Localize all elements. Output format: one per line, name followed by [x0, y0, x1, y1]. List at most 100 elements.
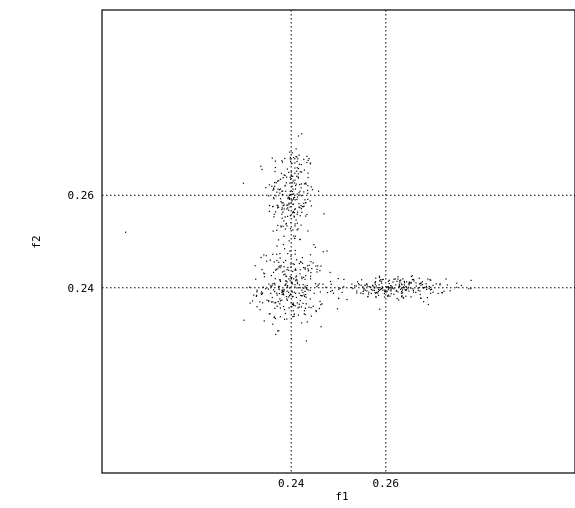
- data-point: [299, 190, 301, 192]
- data-point: [281, 202, 283, 204]
- data-point: [294, 284, 296, 286]
- data-point: [369, 286, 371, 288]
- data-point: [304, 307, 307, 309]
- data-point: [380, 280, 382, 283]
- data-point: [376, 287, 378, 289]
- data-point: [255, 278, 257, 280]
- data-point: [366, 283, 368, 285]
- data-point: [296, 222, 298, 224]
- data-point: [278, 261, 280, 263]
- data-point: [294, 269, 296, 271]
- data-point: [279, 198, 282, 200]
- data-point: [282, 205, 284, 207]
- data-point: [300, 204, 302, 207]
- data-point: [420, 284, 422, 286]
- data-point: [309, 162, 312, 164]
- data-point: [275, 333, 277, 335]
- data-point: [365, 283, 368, 285]
- data-point: [470, 279, 472, 281]
- data-point: [443, 290, 445, 292]
- data-point: [366, 290, 368, 292]
- data-point: [242, 182, 245, 184]
- data-point: [293, 237, 296, 239]
- data-point: [297, 314, 300, 316]
- data-point: [279, 257, 281, 259]
- data-point: [301, 262, 304, 264]
- data-point: [293, 304, 295, 307]
- data-point: [423, 287, 425, 289]
- data-point: [410, 287, 412, 289]
- data-point: [429, 289, 432, 291]
- data-point: [380, 288, 383, 290]
- data-point: [405, 295, 407, 297]
- data-point: [392, 281, 394, 283]
- data-point: [400, 279, 402, 281]
- data-point: [281, 217, 283, 219]
- data-point: [274, 278, 276, 280]
- data-point: [408, 282, 410, 284]
- data-point: [401, 292, 404, 294]
- data-point: [300, 261, 302, 263]
- data-point: [287, 291, 290, 293]
- data-point: [287, 207, 289, 209]
- data-point: [279, 307, 282, 309]
- data-point: [302, 206, 304, 208]
- data-point: [274, 171, 276, 173]
- data-point: [374, 296, 377, 298]
- data-point: [291, 152, 293, 154]
- data-point: [424, 286, 426, 288]
- data-point: [299, 273, 301, 275]
- data-point: [311, 267, 313, 270]
- data-point: [287, 266, 289, 269]
- data-point: [390, 290, 392, 292]
- data-point: [401, 284, 403, 286]
- data-point: [283, 235, 285, 237]
- data-point: [293, 263, 295, 266]
- data-point: [292, 295, 294, 298]
- data-point: [387, 294, 390, 296]
- data-point: [294, 268, 297, 270]
- data-point: [420, 297, 422, 299]
- data-point: [281, 291, 283, 293]
- data-point: [338, 288, 340, 290]
- data-point: [321, 303, 323, 305]
- data-point: [320, 326, 322, 328]
- data-point: [402, 287, 404, 289]
- data-point: [275, 211, 277, 213]
- data-point: [425, 285, 428, 288]
- data-point: [289, 158, 291, 160]
- data-point: [357, 283, 360, 285]
- data-point: [293, 278, 295, 280]
- data-point: [272, 271, 275, 273]
- data-point: [299, 215, 301, 217]
- data-point: [280, 225, 282, 227]
- data-point: [272, 205, 274, 208]
- data-point: [387, 280, 389, 282]
- data-point: [272, 197, 275, 199]
- data-point: [293, 313, 295, 315]
- data-point: [299, 287, 301, 289]
- data-point: [445, 278, 447, 280]
- data-point: [278, 279, 281, 281]
- data-point: [418, 277, 420, 279]
- data-point: [301, 278, 303, 280]
- data-point: [265, 255, 267, 257]
- data-point: [290, 222, 292, 224]
- data-point: [346, 298, 348, 301]
- data-point: [295, 276, 297, 278]
- data-point: [337, 297, 340, 300]
- data-point: [381, 287, 383, 289]
- data-point: [285, 176, 288, 178]
- data-point: [300, 295, 302, 297]
- data-point: [343, 278, 345, 281]
- data-point: [268, 184, 271, 186]
- data-point: [287, 285, 289, 287]
- data-point: [375, 296, 377, 298]
- data-point: [279, 298, 281, 300]
- data-point: [302, 287, 305, 289]
- data-point: [289, 190, 291, 193]
- data-point: [300, 187, 302, 189]
- data-point: [385, 291, 387, 293]
- data-point: [294, 188, 297, 190]
- data-point: [297, 158, 299, 160]
